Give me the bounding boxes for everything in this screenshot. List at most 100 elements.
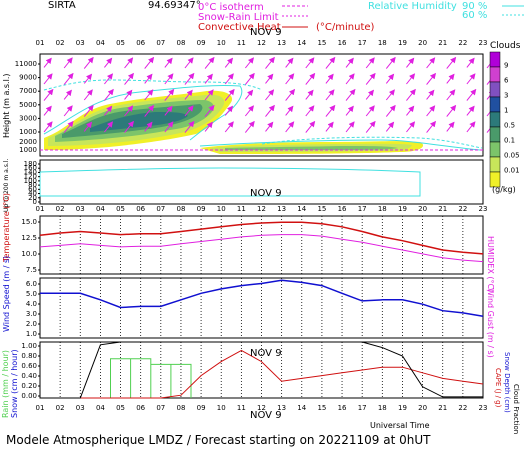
wind-arrow bbox=[345, 57, 354, 68]
y-tick-label: 80 bbox=[28, 181, 37, 189]
y-tick-label: 0.80 bbox=[21, 352, 37, 360]
wind-arrow bbox=[305, 89, 314, 100]
cloud-scale-label: 0.5 bbox=[504, 122, 515, 130]
gust-ylabel: Wind Gust (m / s) bbox=[486, 288, 495, 358]
hour-tick-label: 03 bbox=[76, 205, 85, 213]
wind-arrow bbox=[285, 88, 296, 101]
y-tick-label: 2.0 bbox=[26, 320, 37, 328]
y-tick-label: 60 bbox=[28, 185, 37, 193]
cloud-scale-box bbox=[489, 141, 501, 158]
hour-tick-label: 03 bbox=[76, 404, 85, 412]
hour-tick-label: 08 bbox=[176, 39, 185, 47]
hour-tick-label: 02 bbox=[56, 39, 65, 47]
rh-contour-90 bbox=[43, 84, 481, 151]
hour-labels-mid: 01 02 03 04 05 06 07 08 09 10 11 12 13 14 15 16 17 18 19 20… bbox=[36, 205, 488, 213]
wind-arrow bbox=[265, 89, 275, 101]
hour-tick-label: 10 bbox=[217, 404, 226, 412]
station-name: SIRTA bbox=[48, 0, 76, 11]
wind-arrow bbox=[124, 89, 133, 100]
series-line-humidex bbox=[39, 234, 484, 263]
hour-tick-label: 20 bbox=[418, 39, 427, 47]
wind-arrow bbox=[104, 88, 114, 101]
wind-arrow bbox=[406, 73, 416, 85]
hour-tick-label: 07 bbox=[156, 205, 165, 213]
wind-arrow bbox=[265, 56, 275, 69]
wind-arrow bbox=[144, 104, 155, 117]
cloud-ylabel: Height (m a.s.l.) bbox=[2, 74, 11, 139]
hour-tick-label: 06 bbox=[136, 404, 145, 412]
wind-arrow bbox=[144, 73, 153, 84]
y-tick-label: 3000 bbox=[19, 114, 37, 122]
legend-convective: Convective Heat bbox=[198, 22, 281, 33]
wind-arrow bbox=[244, 72, 255, 85]
wind-arrow bbox=[406, 88, 416, 101]
hour-tick-label: 23 bbox=[479, 205, 488, 213]
snow-ylabel: Snow (cm / hour) bbox=[10, 349, 19, 418]
hour-tick-label: 06 bbox=[136, 205, 145, 213]
y-tick-label: 1.0 bbox=[26, 330, 37, 338]
hour-tick-label: 22 bbox=[458, 39, 467, 47]
wind-arrow bbox=[63, 105, 73, 117]
hour-tick-label: 05 bbox=[116, 404, 125, 412]
y-tick-label: 0.40 bbox=[21, 372, 37, 380]
cloud-scale-label: 0.1 bbox=[504, 137, 515, 145]
cape-ylabel: CAPE (J / g) bbox=[494, 368, 502, 408]
y-tick-label: 3.0 bbox=[26, 310, 37, 318]
wind-arrow bbox=[325, 121, 334, 132]
wind-arrow bbox=[446, 56, 457, 69]
wind-arrow bbox=[265, 104, 275, 117]
hour-tick-label: 04 bbox=[96, 404, 105, 412]
wind-arrow bbox=[305, 120, 316, 133]
wind-arrow bbox=[265, 121, 274, 132]
temperature-series bbox=[39, 221, 484, 263]
cloud-scale-label: 0.05 bbox=[504, 152, 520, 160]
date-label-top: NOV 9 bbox=[250, 27, 282, 38]
cloud-scale-label: 9 bbox=[504, 62, 508, 70]
hour-tick-label: 06 bbox=[136, 39, 145, 47]
hour-tick-label: 23 bbox=[479, 404, 488, 412]
wind-arrow bbox=[43, 121, 53, 133]
legend-isotherm: 0°C isotherm bbox=[198, 2, 264, 13]
hour-tick-label: 07 bbox=[156, 404, 165, 412]
wind-arrow bbox=[345, 88, 356, 101]
hour-tick-label: 03 bbox=[76, 39, 85, 47]
y-tick-label: 120 bbox=[24, 173, 37, 181]
cloud-scale-boxes bbox=[489, 51, 501, 188]
low-level-rh-contour bbox=[39, 167, 421, 197]
y-tick-label: 5000 bbox=[19, 101, 37, 109]
hour-tick-label: 04 bbox=[96, 205, 105, 213]
wind-arrow bbox=[144, 89, 154, 101]
hour-tick-label: 05 bbox=[116, 205, 125, 213]
wind-arrow bbox=[385, 121, 395, 132]
wind-arrow bbox=[164, 88, 175, 101]
precip-yaxis: 1.00 0.80 0.60 0.40 0.20 0.00 bbox=[21, 342, 40, 400]
hour-tick-label: 17 bbox=[358, 39, 367, 47]
wind-arrow bbox=[224, 73, 234, 85]
wind-arrow bbox=[43, 73, 53, 85]
hour-tick-label: 13 bbox=[277, 404, 286, 412]
y-tick-label: 0 bbox=[33, 198, 37, 206]
wind-arrow bbox=[184, 89, 193, 100]
wind-arrow bbox=[104, 73, 114, 85]
hour-tick-label: 18 bbox=[378, 39, 387, 47]
date-label-precip: NOV 9 bbox=[250, 348, 282, 359]
hour-tick-label: 13 bbox=[277, 39, 286, 47]
hour-tick-label: 18 bbox=[378, 205, 387, 213]
wind-arrow bbox=[426, 72, 437, 85]
wind-arrow bbox=[224, 121, 234, 133]
wind-arrow bbox=[446, 89, 456, 101]
y-tick-label: 40 bbox=[28, 190, 37, 198]
hour-labels-bottom: 01 02 03 04 05 06 07 08 09 10 11 12 13 14 15 16 17 18 19 20… bbox=[36, 404, 488, 412]
wind-arrow bbox=[426, 89, 435, 100]
hour-tick-label: 05 bbox=[116, 39, 125, 47]
cloud-scale-unit: (g/kg) bbox=[492, 185, 516, 194]
legend-line-samples bbox=[282, 5, 308, 28]
hour-tick-label: 11 bbox=[237, 205, 246, 213]
wind-arrow bbox=[124, 120, 134, 133]
y-tick-label: 10.0 bbox=[21, 250, 37, 258]
y-tick-label: 180 bbox=[24, 160, 37, 168]
wind-arrow bbox=[224, 105, 234, 116]
series-line-wind-speed bbox=[40, 279, 484, 317]
